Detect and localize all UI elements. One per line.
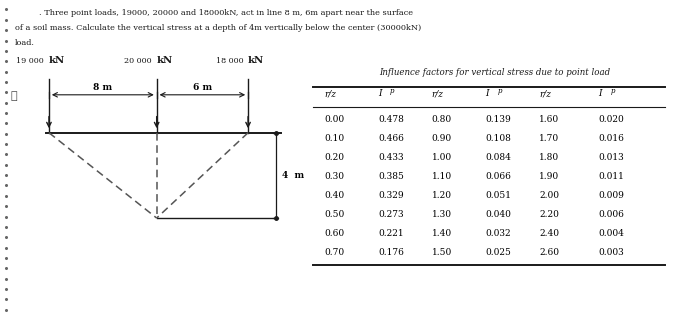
- Text: 0.016: 0.016: [598, 134, 624, 143]
- Text: 0.60: 0.60: [324, 229, 344, 238]
- Text: 0.329: 0.329: [378, 191, 404, 200]
- Text: load.: load.: [15, 39, 35, 46]
- Text: 8 m: 8 m: [93, 83, 112, 92]
- Text: 0.032: 0.032: [486, 229, 511, 238]
- Text: p: p: [390, 87, 394, 95]
- Text: 0.011: 0.011: [598, 172, 624, 181]
- Text: Influence factors for vertical stress due to point load: Influence factors for vertical stress du…: [379, 68, 610, 77]
- Text: 1.10: 1.10: [432, 172, 452, 181]
- Text: 0.004: 0.004: [598, 229, 624, 238]
- Text: 1.00: 1.00: [432, 153, 452, 162]
- Text: of a soil mass. Calculate the vertical stress at a depth of 4m vertically below : of a soil mass. Calculate the vertical s…: [15, 24, 421, 32]
- Text: 0.013: 0.013: [598, 153, 624, 162]
- Text: 1.80: 1.80: [539, 153, 559, 162]
- Text: 2.60: 2.60: [539, 248, 559, 257]
- Text: 19 000: 19 000: [16, 58, 44, 65]
- Text: p: p: [497, 87, 502, 95]
- Text: 0.084: 0.084: [486, 153, 511, 162]
- Text: 1.90: 1.90: [539, 172, 559, 181]
- Text: 0.478: 0.478: [378, 115, 404, 124]
- Text: 18 000: 18 000: [216, 58, 243, 65]
- Text: 0.80: 0.80: [432, 115, 452, 124]
- Text: 0.221: 0.221: [378, 229, 404, 238]
- Text: r/z: r/z: [539, 89, 551, 98]
- Text: 0.040: 0.040: [486, 210, 511, 219]
- Text: 2.40: 2.40: [539, 229, 559, 238]
- Text: 1.40: 1.40: [432, 229, 452, 238]
- Text: 0.066: 0.066: [486, 172, 511, 181]
- Text: 0.40: 0.40: [324, 191, 344, 200]
- Text: 0.025: 0.025: [486, 248, 511, 257]
- Text: r/z: r/z: [324, 89, 336, 98]
- Text: 1.30: 1.30: [432, 210, 452, 219]
- Text: I: I: [378, 89, 381, 98]
- Text: 1.60: 1.60: [539, 115, 559, 124]
- Text: 0.009: 0.009: [598, 191, 624, 200]
- Text: r/z: r/z: [432, 89, 443, 98]
- Text: 绒: 绒: [10, 91, 17, 101]
- Text: 1.20: 1.20: [432, 191, 452, 200]
- Text: 0.006: 0.006: [598, 210, 624, 219]
- Text: 0.003: 0.003: [598, 248, 624, 257]
- Text: . Three point loads, 19000, 20000 and 18000kN, act in line 8 m, 6m apart near th: . Three point loads, 19000, 20000 and 18…: [39, 9, 413, 17]
- Text: 1.50: 1.50: [432, 248, 452, 257]
- Text: 0.385: 0.385: [378, 172, 404, 181]
- Text: 0.139: 0.139: [486, 115, 511, 124]
- Text: 6 m: 6 m: [193, 83, 212, 92]
- Text: 0.20: 0.20: [324, 153, 344, 162]
- Text: 2.20: 2.20: [539, 210, 559, 219]
- Text: p: p: [611, 87, 615, 95]
- Text: 0.70: 0.70: [324, 248, 344, 257]
- Text: 0.10: 0.10: [324, 134, 344, 143]
- Text: kN: kN: [156, 57, 173, 65]
- Text: I: I: [486, 89, 489, 98]
- Text: 0.176: 0.176: [378, 248, 404, 257]
- Text: I: I: [598, 89, 602, 98]
- Text: kN: kN: [49, 57, 65, 65]
- Text: 0.020: 0.020: [598, 115, 624, 124]
- Text: 0.50: 0.50: [324, 210, 345, 219]
- Text: 0.00: 0.00: [324, 115, 344, 124]
- Text: 4  m: 4 m: [282, 171, 304, 180]
- Text: 0.30: 0.30: [324, 172, 344, 181]
- Text: 0.108: 0.108: [486, 134, 511, 143]
- Text: 2.00: 2.00: [539, 191, 559, 200]
- Text: kN: kN: [248, 57, 265, 65]
- Text: 0.051: 0.051: [486, 191, 511, 200]
- Text: 0.90: 0.90: [432, 134, 452, 143]
- Text: 0.273: 0.273: [378, 210, 404, 219]
- Text: 0.433: 0.433: [378, 153, 404, 162]
- Text: 0.466: 0.466: [378, 134, 404, 143]
- Text: 20 000: 20 000: [124, 58, 152, 65]
- Text: 1.70: 1.70: [539, 134, 559, 143]
